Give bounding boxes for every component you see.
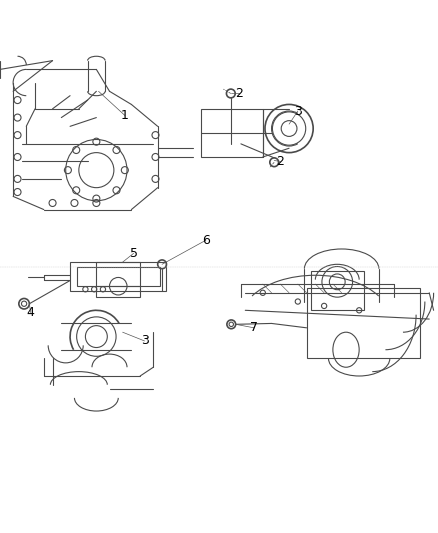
Bar (96, 262, 140, 297)
Text: 4: 4 (27, 306, 35, 319)
Text: 2: 2 (276, 155, 284, 168)
Bar (307, 288, 420, 359)
Text: 3: 3 (294, 104, 302, 117)
Text: 5: 5 (130, 247, 138, 260)
Text: 1: 1 (121, 109, 129, 122)
Bar (70, 262, 166, 290)
Bar (201, 109, 263, 157)
Bar (311, 271, 364, 310)
Text: 3: 3 (141, 335, 148, 348)
Text: 2: 2 (235, 87, 243, 100)
Text: 7: 7 (250, 321, 258, 334)
Bar (77, 266, 160, 286)
Text: 6: 6 (202, 233, 210, 247)
